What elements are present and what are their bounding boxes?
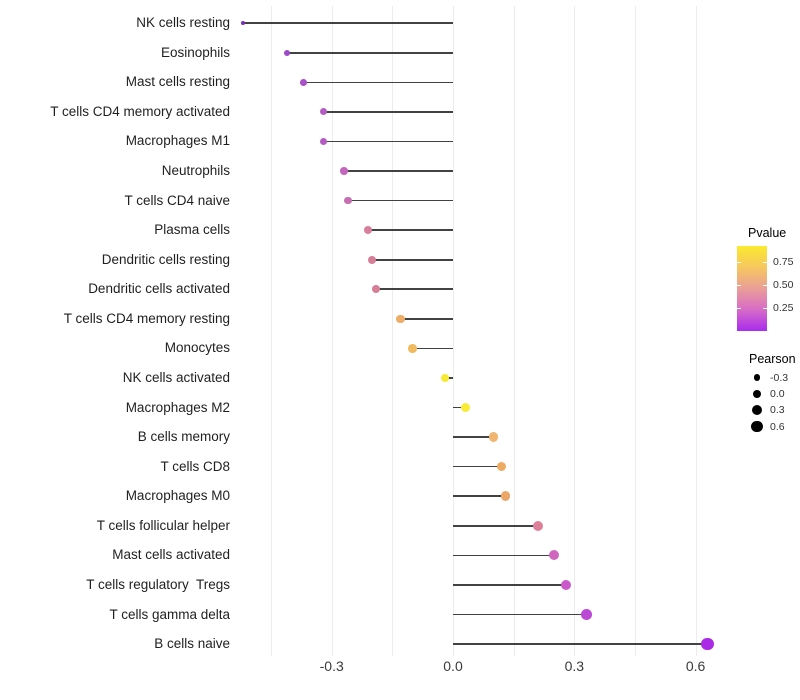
row-label: Dendritic cells activated bbox=[88, 281, 230, 297]
lollipop-dot bbox=[532, 520, 543, 531]
row-label: T cells follicular helper bbox=[96, 517, 230, 533]
lollipop-dot bbox=[320, 108, 328, 116]
row-label: T cells gamma delta bbox=[109, 606, 230, 622]
gridline bbox=[574, 6, 576, 656]
gridline bbox=[695, 6, 697, 656]
pvalue-bar-tick bbox=[737, 307, 741, 309]
row-label: T cells CD4 memory activated bbox=[50, 103, 230, 119]
pearson-legend-label: 0.3 bbox=[770, 404, 785, 417]
row-label: Mast cells activated bbox=[112, 547, 230, 563]
lollipop-stem bbox=[343, 170, 453, 172]
lollipop-stem bbox=[453, 554, 555, 557]
gridline bbox=[331, 6, 333, 656]
row-label: T cells CD4 naive bbox=[124, 192, 230, 208]
pvalue-tick-label: 0.75 bbox=[773, 255, 794, 268]
lollipop-dot bbox=[340, 167, 348, 175]
lollipop-stem bbox=[453, 406, 466, 409]
row-label: T cells regulatory Tregs bbox=[86, 576, 230, 592]
pearson-legend-dot bbox=[752, 389, 762, 399]
lollipop-dot bbox=[500, 491, 511, 502]
pvalue-gradient-bar bbox=[737, 246, 767, 331]
lollipop-dot bbox=[372, 285, 381, 294]
row-label: T cells CD4 memory resting bbox=[63, 310, 230, 326]
row-label: NK cells resting bbox=[136, 15, 230, 31]
row-label: B cells memory bbox=[137, 429, 230, 445]
x-tick-label: -0.3 bbox=[319, 658, 344, 674]
lollipop-stem bbox=[303, 81, 453, 84]
lollipop-dot bbox=[368, 255, 377, 264]
pvalue-tick-label: 0.25 bbox=[773, 301, 794, 314]
pearson-legend-label: 0.6 bbox=[770, 420, 785, 433]
pvalue-tick-label: 0.50 bbox=[773, 278, 794, 291]
x-tick-label: 0.0 bbox=[443, 658, 463, 674]
lollipop-dot bbox=[701, 637, 715, 651]
row-label: NK cells activated bbox=[122, 369, 230, 385]
row-label: Plasma cells bbox=[154, 222, 230, 238]
lollipop-stem bbox=[242, 22, 453, 24]
x-tick-label: 0.3 bbox=[564, 658, 585, 674]
row-label: Eosinophils bbox=[160, 44, 230, 60]
lollipop-stem bbox=[453, 643, 708, 645]
lollipop-stem bbox=[453, 465, 502, 468]
legend-pvalue-title: Pvalue bbox=[748, 226, 787, 240]
pearson-legend-label: 0.0 bbox=[770, 388, 785, 401]
row-label: Dendritic cells resting bbox=[101, 251, 230, 267]
lollipop-dot bbox=[408, 344, 417, 353]
lollipop-dot bbox=[320, 137, 328, 146]
lollipop-dot bbox=[460, 403, 470, 413]
gridline bbox=[392, 6, 394, 656]
lollipop-stem bbox=[453, 613, 587, 616]
lollipop-stem bbox=[323, 140, 453, 143]
pvalue-bar-tick bbox=[763, 261, 767, 263]
row-label: Macrophages M1 bbox=[125, 133, 230, 149]
lollipop-dot bbox=[581, 609, 592, 620]
row-label: Monocytes bbox=[164, 340, 230, 356]
lollipop-stem bbox=[400, 318, 453, 320]
lollipop-dot bbox=[396, 314, 405, 324]
row-label: Neutrophils bbox=[161, 163, 230, 179]
x-tick-label: 0.6 bbox=[685, 658, 706, 674]
lollipop-stem bbox=[412, 347, 453, 350]
pearson-legend-label: -0.3 bbox=[770, 371, 789, 384]
pearson-legend-dot bbox=[752, 405, 762, 416]
lollipop-stem bbox=[368, 229, 453, 231]
lollipop-dot bbox=[299, 78, 307, 86]
lollipop-dot bbox=[548, 550, 560, 561]
lollipop-stem bbox=[453, 584, 567, 586]
row-label: Macrophages M0 bbox=[125, 488, 230, 504]
lollipop-stem bbox=[372, 258, 453, 261]
lollipop-stem bbox=[287, 51, 453, 54]
lollipop-dot bbox=[440, 373, 450, 383]
lollipop-stem bbox=[347, 199, 453, 202]
row-label: Macrophages M2 bbox=[125, 399, 230, 415]
lollipop-stem bbox=[453, 525, 538, 527]
lollipop-dot bbox=[561, 579, 572, 591]
lollipop-stem bbox=[453, 436, 494, 438]
gridline bbox=[634, 6, 636, 656]
lollipop-stem bbox=[376, 288, 453, 291]
lollipop-stem bbox=[453, 495, 506, 498]
pearson-legend-dot bbox=[753, 374, 761, 381]
gridline bbox=[453, 6, 454, 656]
row-label: Mast cells resting bbox=[125, 74, 230, 90]
pvalue-bar-tick bbox=[763, 284, 767, 286]
lollipop-stem bbox=[323, 111, 453, 113]
lollipop-dot bbox=[344, 196, 352, 205]
row-label: T cells CD8 bbox=[160, 458, 230, 474]
pvalue-bar-tick bbox=[737, 261, 741, 263]
lollipop-dot bbox=[284, 49, 291, 56]
lollipop-dot bbox=[364, 226, 373, 235]
row-label: B cells naive bbox=[154, 636, 230, 652]
gridline bbox=[513, 6, 515, 656]
pvalue-bar-tick bbox=[737, 284, 741, 286]
lollipop-dot bbox=[488, 432, 499, 442]
pearson-legend-dot bbox=[751, 420, 763, 433]
lollipop-dot bbox=[496, 461, 507, 472]
gridline bbox=[271, 6, 273, 656]
pvalue-bar-tick bbox=[763, 307, 767, 309]
lollipop-dot bbox=[240, 21, 245, 26]
legend-pearson-title: Pearson bbox=[749, 352, 796, 366]
